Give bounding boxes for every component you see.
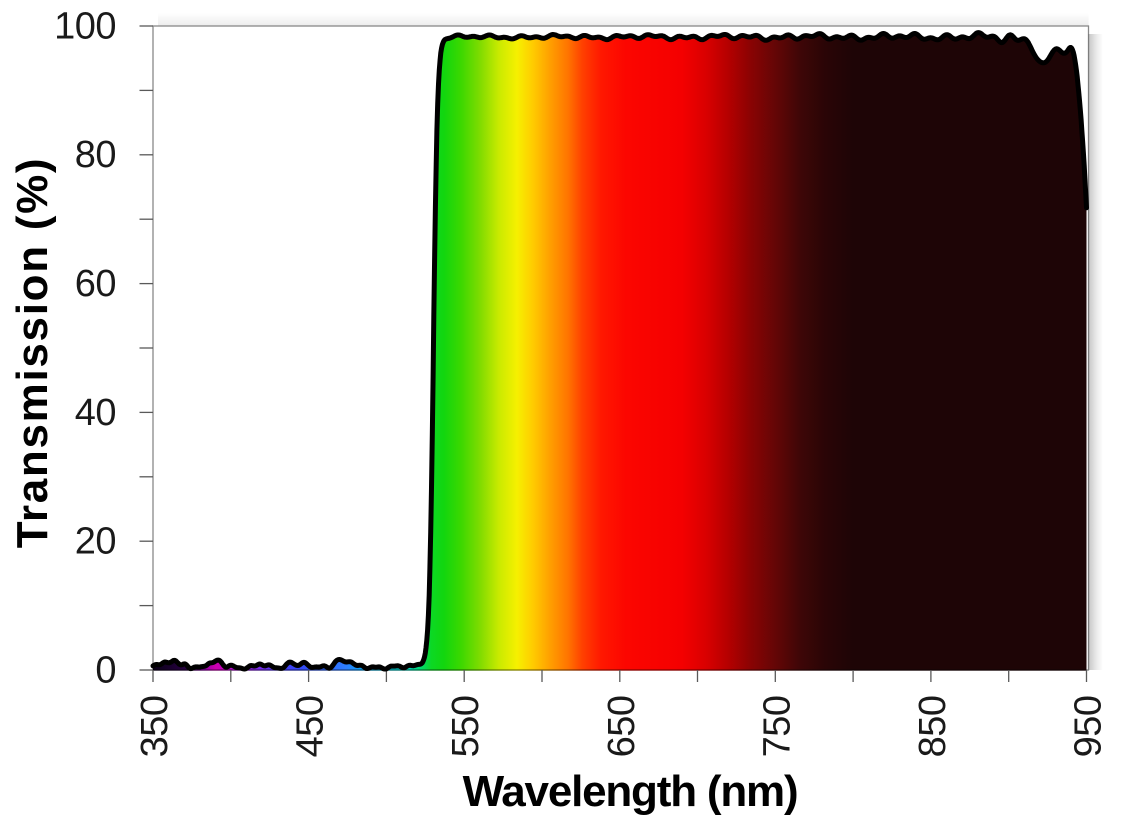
svg-text:20: 20 bbox=[75, 521, 116, 563]
svg-text:750: 750 bbox=[756, 696, 798, 758]
svg-text:550: 550 bbox=[445, 696, 487, 758]
svg-text:40: 40 bbox=[75, 392, 116, 434]
svg-text:60: 60 bbox=[75, 263, 116, 305]
svg-text:450: 450 bbox=[290, 696, 332, 758]
svg-text:350: 350 bbox=[134, 696, 176, 758]
svg-text:950: 950 bbox=[1068, 696, 1110, 758]
svg-text:Wavelength (nm): Wavelength (nm) bbox=[463, 767, 798, 816]
svg-text:80: 80 bbox=[75, 134, 116, 176]
svg-text:Transmission (%): Transmission (%) bbox=[8, 157, 57, 549]
svg-text:100: 100 bbox=[54, 5, 116, 47]
svg-text:0: 0 bbox=[95, 649, 116, 691]
svg-text:650: 650 bbox=[601, 696, 643, 758]
svg-text:850: 850 bbox=[912, 696, 954, 758]
